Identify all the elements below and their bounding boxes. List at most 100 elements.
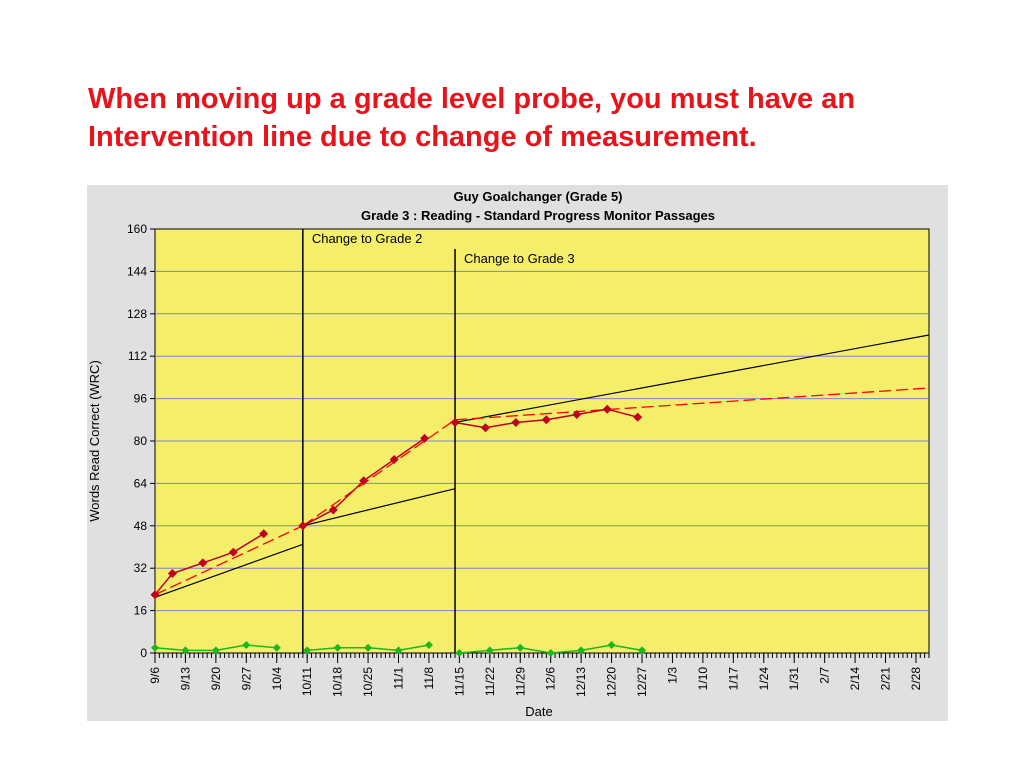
y-tick-label: 160 [127,222,147,236]
error-point [242,641,251,650]
x-tick-label: 12/20 [605,667,619,697]
x-tick-label: 11/29 [513,667,527,696]
wrc-segment [546,413,577,421]
wrc-point [259,529,269,539]
wrc-segment [485,421,517,429]
y-tick-label: 80 [134,434,148,448]
wrc-point [389,455,399,465]
wrc-point [228,547,238,557]
y-tick-label: 144 [127,264,147,278]
x-tick-label: 10/11 [300,667,314,696]
x-tick-label: 9/20 [209,667,223,691]
y-tick-label: 128 [127,307,147,321]
wrc-segment [154,573,173,596]
grid-lines [155,270,929,612]
x-tick-label: 10/25 [361,667,375,697]
y-tick-label: 0 [140,646,147,660]
error-segment [154,646,186,652]
error-segment [520,646,551,654]
wrc-point [150,590,160,600]
error-point [455,649,464,657]
y-tick-label: 32 [134,561,148,575]
aimline [454,334,930,424]
error-point [638,646,647,655]
x-tick-label: 11/1 [392,667,406,690]
wrc-point [198,558,208,568]
x-tick-label: 2/28 [909,667,923,691]
wrc-point [602,404,612,414]
x-tick-label: 1/31 [787,667,801,691]
chart-subtitle: Grade 3 : Reading - Standard Progress Mo… [361,208,715,223]
error-segment [215,644,247,652]
error-point [516,643,525,652]
wrc-segment [302,509,334,527]
progress-chart: Guy Goalchanger (Grade 5) Grade 3 : Read… [87,189,930,719]
wrc-segment [363,458,395,482]
error-point [151,643,159,652]
phase-change-lines: Change to Grade 2 Change to Grade 3 [302,229,575,653]
error-point [364,643,373,652]
wrc-segment [454,421,486,429]
trend-line [302,419,456,527]
error-series [151,641,647,657]
wrc-point [480,423,490,433]
wrc-point [511,417,521,427]
slide-title-line-2: Intervention line due to change of measu… [88,121,757,153]
aimlines [154,334,930,598]
y-tick-label: 64 [134,476,148,490]
trend-lines [154,387,930,596]
x-tick-label: 12/27 [635,667,649,697]
error-segment [246,644,277,649]
x-tick-label: 2/21 [879,667,893,691]
error-point [546,649,555,657]
chart-frame: Guy Goalchanger (Grade 5) Grade 3 : Read… [87,185,948,721]
error-segment [368,646,399,652]
chart-title: Guy Goalchanger (Grade 5) [453,189,622,204]
wrc-point [359,476,369,486]
wrc-segment [232,533,265,553]
phase-change-label: Change to Grade 2 [312,231,423,246]
error-segment [307,646,338,652]
wrc-segment [202,551,234,564]
wrc-segment [607,408,638,418]
error-point [181,646,190,655]
aimline [154,543,304,598]
x-tick-label: 12/6 [544,667,558,691]
x-axis-label: Date [525,704,552,719]
slide-title-line-1: When moving up a grade level probe, you … [88,83,856,115]
error-point [272,643,281,652]
y-tick-label: 112 [128,349,147,363]
error-point [485,646,494,655]
error-segment [611,644,643,652]
wrc-segment [393,437,426,461]
wrc-point [541,415,551,425]
wrc-segment [172,562,204,575]
wrc-point [633,412,643,422]
x-tick-label: 11/22 [483,667,497,696]
error-segment [459,649,490,654]
error-point [394,646,403,655]
x-tick-label: 11/15 [452,667,466,696]
error-point [424,641,433,650]
wrc-point [167,569,177,578]
x-tick-label: 1/17 [726,667,740,691]
error-point [333,643,342,652]
x-tick-label: 1/10 [696,667,710,691]
error-segment [550,649,582,654]
slide-title: When moving up a grade level probe, you … [88,80,1008,156]
error-segment [489,646,521,652]
data-series [150,404,643,600]
trend-line [454,387,930,421]
x-tick-label: 12/13 [574,667,588,697]
wrc-point [450,417,460,427]
axes: 0 16 32 48 64 80 96 112 128 144 160 9/6 9/13 9/20 9/27… [127,222,930,697]
wrc-point [572,410,582,419]
x-tick-label: 2/7 [818,667,832,684]
error-segment [398,644,430,652]
y-axis-label: Words Read Correct (WRC) [87,360,102,522]
y-tick-label: 48 [134,519,148,533]
wrc-segment [332,480,365,511]
wrc-point [328,505,338,515]
y-tick-label: 16 [134,604,148,618]
error-segment [581,644,612,652]
